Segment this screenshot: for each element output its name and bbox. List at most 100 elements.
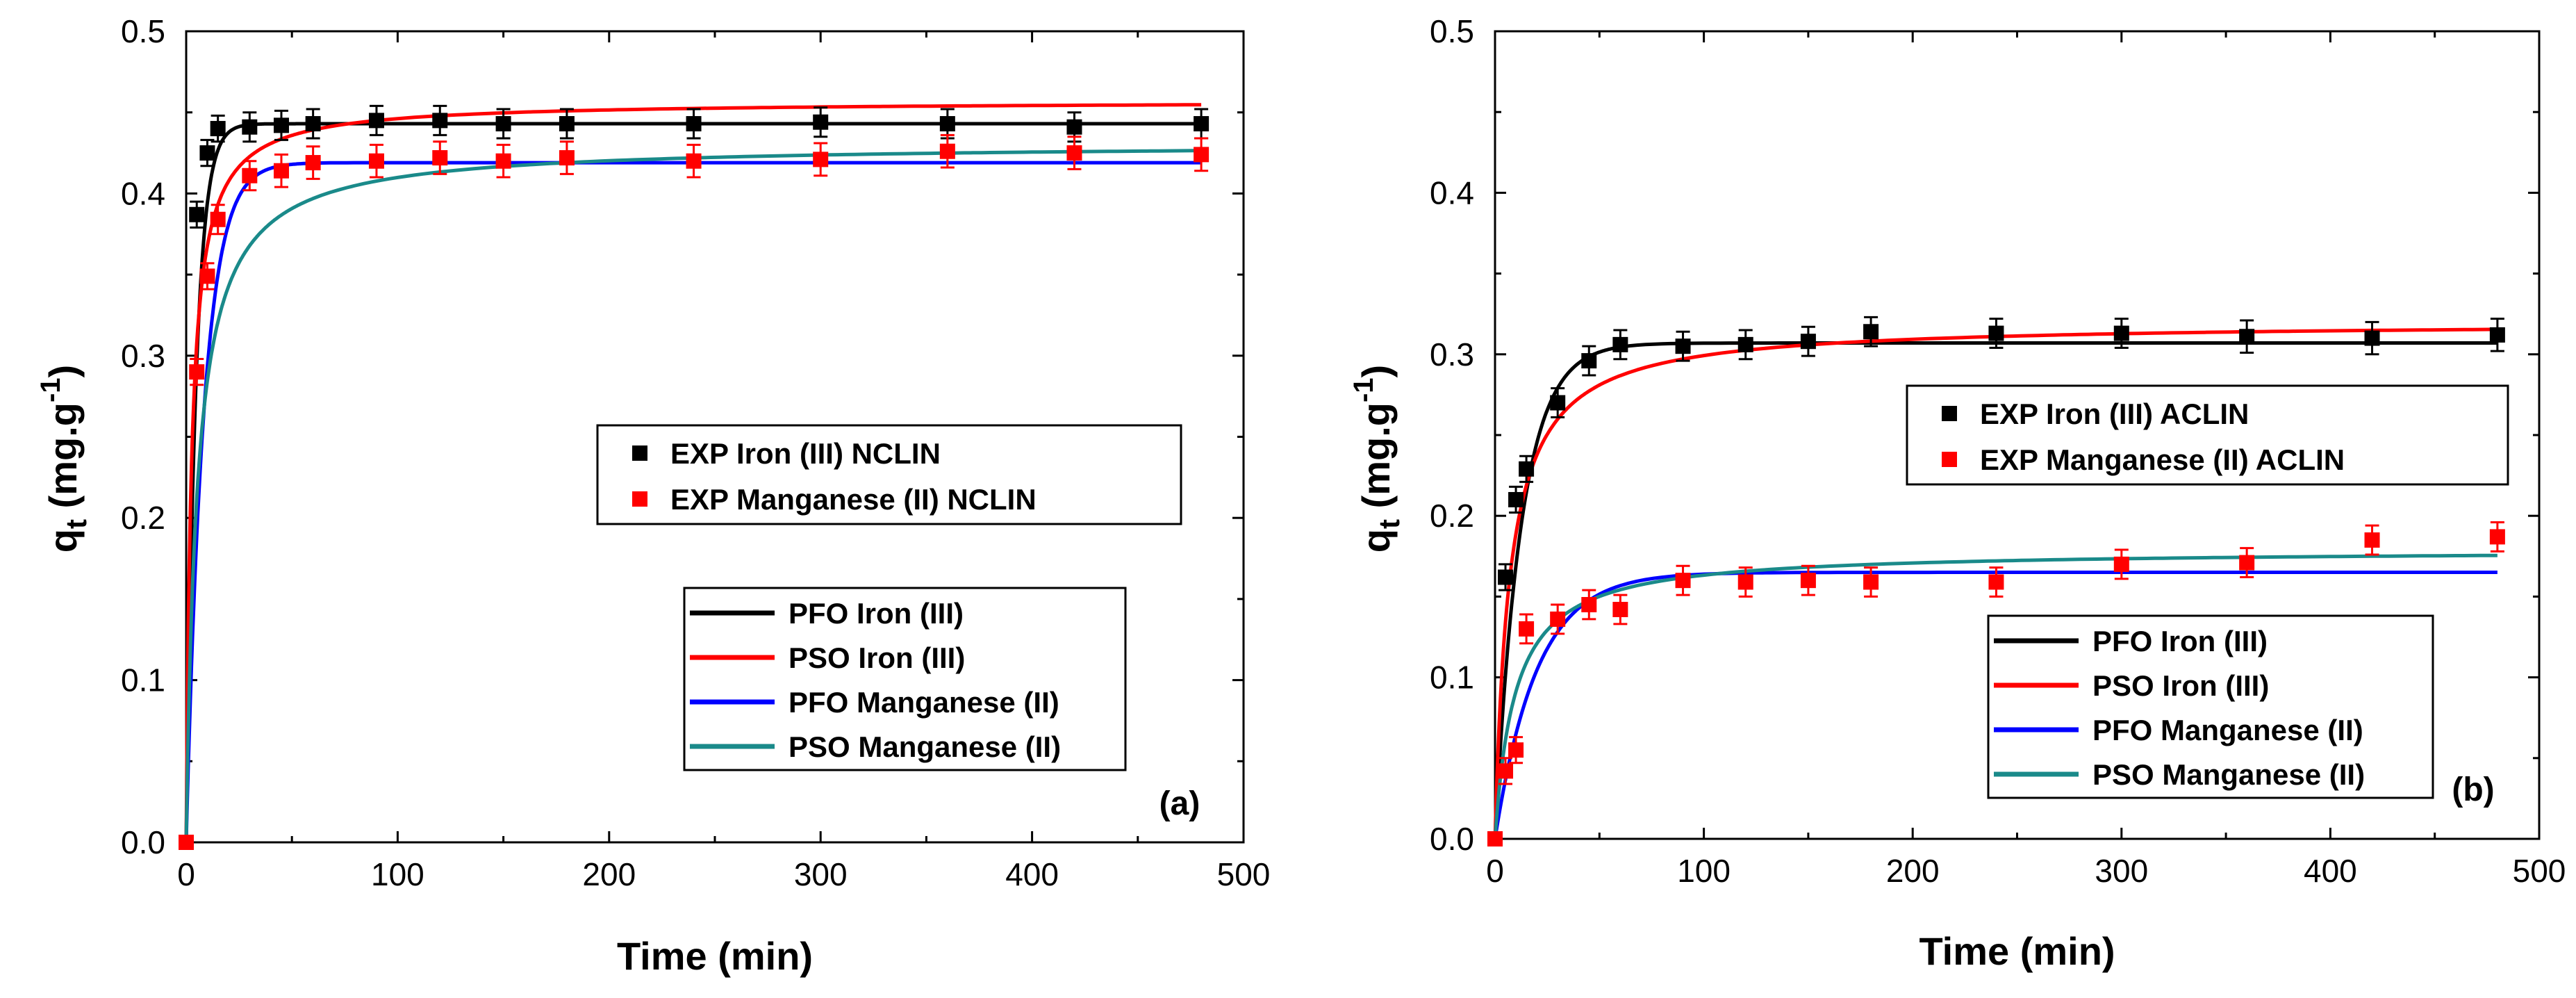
legend-label: PSO Manganese (II) <box>789 730 1061 763</box>
data-point <box>210 211 226 227</box>
data-point <box>1066 145 1082 161</box>
data-point <box>2113 556 2129 572</box>
y-axis-title-sub: t <box>60 519 92 529</box>
y-tick-label: 0.3 <box>1430 336 1474 373</box>
legend-label: EXP Manganese (II) NCLIN <box>670 483 1037 516</box>
panel-a: 0 100 200 300 400 500 0.0 0.1 0.2 0.3 0.4 0.5 Time (… <box>35 13 1270 978</box>
series-line <box>1493 327 2497 840</box>
legend-label: EXP Iron (III) NCLIN <box>670 437 941 470</box>
data-point <box>1581 597 1597 613</box>
x-tick-label: 500 <box>2513 853 2566 889</box>
data-point <box>242 167 258 183</box>
y-tick-label: 0.2 <box>1430 498 1474 534</box>
data-point <box>305 116 321 132</box>
y-tick-label: 0.3 <box>121 338 165 374</box>
x-axis-title: Time (min) <box>617 934 813 978</box>
data-point <box>210 121 226 137</box>
data-point <box>1581 353 1597 369</box>
legend-marker <box>1942 452 1957 467</box>
x-axis-title: Time (min) <box>1919 929 2115 973</box>
data-point <box>2364 532 2380 548</box>
y-tick-label: 0.0 <box>121 824 165 860</box>
legend-label: PFO Manganese (II) <box>789 686 1059 719</box>
data-point <box>273 163 289 179</box>
series-line <box>184 122 1202 843</box>
data-point <box>1737 336 1753 352</box>
y-tick-label: 0.1 <box>121 662 165 698</box>
data-point <box>1194 116 1209 132</box>
y-axis-title: qt (mg.g-1) <box>1348 365 1405 553</box>
data-point <box>1800 334 1816 350</box>
data-point <box>368 153 384 169</box>
legend-exp-box <box>1906 384 2509 486</box>
y-axis-title-main: q <box>1354 529 1398 553</box>
legend-label: EXP Manganese (II) ACLIN <box>1980 443 2345 476</box>
data-point <box>1194 147 1209 163</box>
data-point <box>495 153 511 169</box>
y-axis-title: qt (mg.g-1) <box>35 365 92 553</box>
data-point <box>1519 621 1535 637</box>
y-tick-label: 0.4 <box>1430 174 1474 211</box>
y-tick-label: 0.1 <box>1430 660 1474 696</box>
legend-exp-box <box>596 424 1182 525</box>
data-point <box>1066 119 1082 135</box>
panel-label: (a) <box>1159 785 1200 822</box>
series-line <box>184 149 1202 843</box>
legend-label: PFO Iron (III) <box>789 597 964 630</box>
data-point <box>1863 574 1879 590</box>
data-point <box>813 114 829 130</box>
legend-model-box <box>1987 614 2434 799</box>
data-point <box>1550 395 1566 411</box>
x-tick-label: 500 <box>1217 856 1271 892</box>
data-point <box>432 113 448 129</box>
data-point <box>686 116 702 132</box>
panel-b: 0 100 200 300 400 500 0.0 0.1 0.2 0.3 0.4 0.5 Time (… <box>1348 13 2566 973</box>
x-tick-label: 200 <box>1886 853 1940 889</box>
data-point <box>559 116 575 132</box>
data-point <box>1988 325 2004 341</box>
y-axis-title-units: (mg.g <box>1354 402 1398 519</box>
data-point <box>199 268 215 284</box>
data-point <box>559 150 575 166</box>
series-line <box>1493 553 2497 840</box>
y-tick-label: 0.5 <box>1430 13 1474 49</box>
data-point <box>1675 573 1691 589</box>
series-line <box>1493 341 2497 840</box>
y-axis-title-units: (mg.g <box>41 402 85 519</box>
data-point <box>1612 336 1628 352</box>
legend-label: PSO Manganese (II) <box>2092 758 2365 791</box>
data-point <box>686 153 702 169</box>
data-point <box>189 364 205 380</box>
data-point <box>189 206 205 222</box>
data-point <box>939 143 955 159</box>
data-point <box>2364 330 2380 346</box>
x-tick-label: 0 <box>177 856 195 892</box>
y-tick-label: 0.4 <box>121 175 165 211</box>
legend-marker <box>632 445 647 461</box>
x-tick-label: 400 <box>2304 853 2357 889</box>
series-line <box>184 161 1202 843</box>
y-tick-label: 0.0 <box>1430 821 1474 857</box>
y-axis-title-close: ) <box>1354 365 1398 378</box>
panel-label: (b) <box>2452 771 2494 808</box>
y-axis-title-close: ) <box>41 365 85 378</box>
y-axis-title-sup: -1 <box>35 377 66 402</box>
data-point <box>368 113 384 129</box>
y-tick-label: 0.5 <box>121 13 165 49</box>
legend-label: PFO Manganese (II) <box>2092 714 2363 746</box>
data-point <box>1508 491 1524 507</box>
y-tick-label: 0.2 <box>121 500 165 536</box>
x-tick-label: 400 <box>1005 856 1059 892</box>
y-axis-title-sup: -1 <box>1348 377 1379 402</box>
legend-label: PSO Iron (III) <box>789 641 965 674</box>
data-point <box>1519 461 1535 477</box>
data-point <box>242 119 258 135</box>
data-point <box>1498 569 1514 585</box>
data-point <box>2113 325 2129 341</box>
series-line <box>184 103 1202 843</box>
data-point <box>1737 574 1753 590</box>
x-tick-label: 0 <box>1486 853 1504 889</box>
x-tick-label: 100 <box>1677 853 1731 889</box>
legend-label: PSO Iron (III) <box>2092 669 2269 702</box>
x-tick-label: 300 <box>2095 853 2148 889</box>
